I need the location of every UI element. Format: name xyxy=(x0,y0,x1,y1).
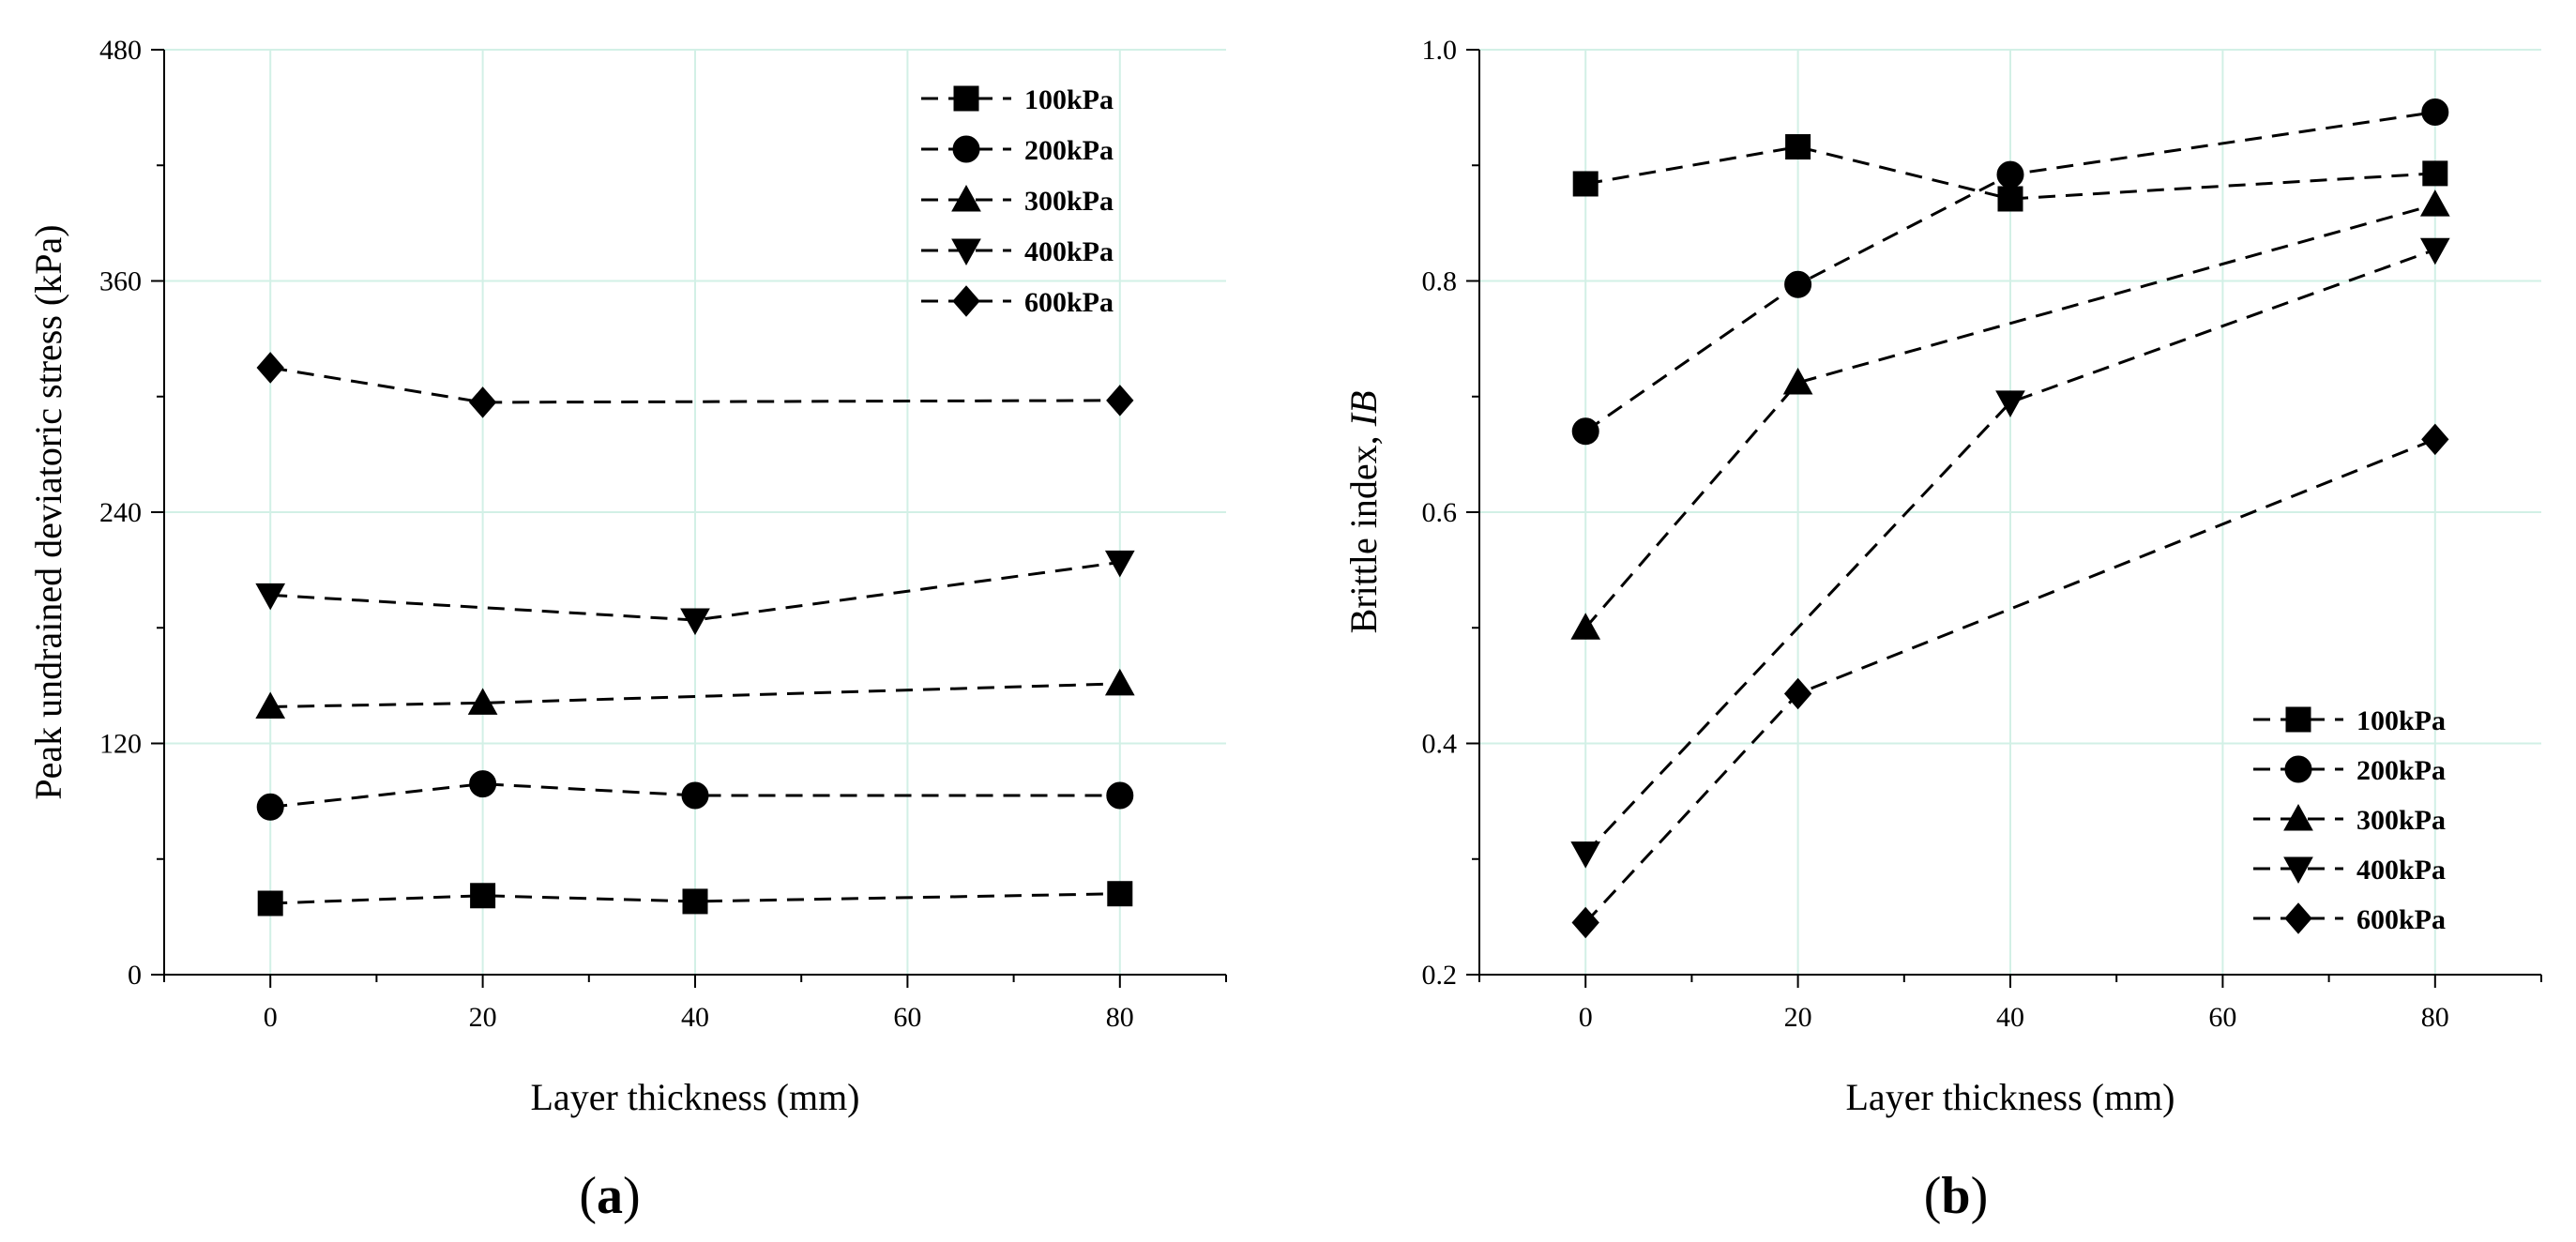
legend-marker-300kPa xyxy=(2283,803,2313,831)
data-point-100kPa xyxy=(2422,160,2448,187)
series-line-300kPa xyxy=(270,682,1120,708)
data-point-100kPa xyxy=(257,890,283,916)
data-point-100kPa xyxy=(1785,134,1811,160)
data-point-300kPa xyxy=(1782,367,1813,395)
y-tick-label: 480 xyxy=(99,35,142,66)
x-tick-label: 20 xyxy=(469,1002,497,1033)
x-tick-label: 0 xyxy=(264,1002,278,1033)
legend-label: 300kPa xyxy=(1024,186,1114,217)
data-point-300kPa xyxy=(255,691,286,719)
data-point-100kPa xyxy=(1107,881,1133,907)
data-point-100kPa xyxy=(470,883,496,909)
y-tick-label: 0 xyxy=(128,960,142,991)
legend-label: 100kPa xyxy=(2356,705,2446,736)
y-axis-title: Peak undrained deviatoric stress (kPa) xyxy=(27,224,69,799)
x-tick-label: 20 xyxy=(1784,1002,1812,1033)
data-point-300kPa xyxy=(467,688,498,715)
legend-marker-300kPa xyxy=(951,184,981,212)
legend-marker-400kPa xyxy=(2283,856,2313,885)
legend-label: 200kPa xyxy=(2356,755,2446,786)
data-point-100kPa xyxy=(1997,186,2023,212)
data-point-400kPa xyxy=(255,583,286,611)
x-axis-title: Layer thickness (mm) xyxy=(531,1076,860,1118)
legend-marker-100kPa xyxy=(953,85,979,112)
data-point-200kPa xyxy=(1784,270,1812,298)
y-tick-label: 360 xyxy=(99,266,142,297)
y-tick-label: 0.8 xyxy=(1422,266,1458,297)
data-point-100kPa xyxy=(1572,171,1599,197)
data-point-200kPa xyxy=(256,793,284,821)
data-point-200kPa xyxy=(1996,160,2024,189)
legend-label: 300kPa xyxy=(2356,805,2446,836)
data-point-200kPa xyxy=(469,770,497,798)
panel-label: (b) xyxy=(1924,1167,1988,1225)
legend-marker-100kPa xyxy=(2285,706,2311,733)
data-point-300kPa xyxy=(2419,189,2450,217)
chart-panel-a: 0 20 40 60 80 0 120 240 360 480 Layer thickness (m… xyxy=(27,35,1227,1225)
series-line-300kPa xyxy=(1584,203,2436,629)
data-point-600kPa xyxy=(1106,385,1134,417)
data-point-300kPa xyxy=(1104,668,1135,696)
y-tick-label: 1.0 xyxy=(1422,35,1458,66)
x-tick-label: 40 xyxy=(1996,1002,2024,1033)
x-tick-label: 80 xyxy=(2421,1002,2449,1033)
data-point-100kPa xyxy=(682,888,708,915)
y-tick-label: 240 xyxy=(99,497,142,528)
data-point-200kPa xyxy=(1571,417,1599,446)
data-point-400kPa xyxy=(1104,550,1135,578)
data-point-600kPa xyxy=(468,386,497,418)
chart-panel-b: 0 20 40 60 80 0.2 0.4 0.6 0.8 1.0 Layer thickness … xyxy=(1342,35,2542,1225)
x-tick-label: 0 xyxy=(1579,1002,1593,1033)
x-tick-label: 40 xyxy=(681,1002,709,1033)
y-tick-label: 0.4 xyxy=(1422,729,1458,760)
series-line-400kPa xyxy=(1584,248,2436,855)
series-line-200kPa xyxy=(1584,111,2436,432)
y-tick-label: 120 xyxy=(99,729,142,760)
legend-marker-400kPa xyxy=(951,238,981,266)
legend-marker-200kPa xyxy=(952,135,980,163)
data-point-400kPa xyxy=(1570,841,1601,869)
x-tick-label: 80 xyxy=(1106,1002,1134,1033)
series-line-400kPa xyxy=(270,560,1121,622)
legend-marker-600kPa xyxy=(2284,902,2312,934)
legend-label: 600kPa xyxy=(1024,287,1114,318)
data-point-300kPa xyxy=(1570,613,1601,640)
legend-label: 100kPa xyxy=(1024,84,1114,115)
series-line-600kPa xyxy=(269,366,1120,404)
x-axis-title: Layer thickness (mm) xyxy=(1846,1076,2175,1118)
data-point-400kPa xyxy=(2419,237,2450,265)
legend-label: 400kPa xyxy=(2356,855,2446,886)
y-tick-label: 0.2 xyxy=(1422,960,1458,991)
data-point-200kPa xyxy=(681,781,709,810)
data-point-600kPa xyxy=(256,352,284,384)
data-point-600kPa xyxy=(1783,677,1812,710)
legend-label: 400kPa xyxy=(1024,236,1114,267)
data-point-600kPa xyxy=(1571,906,1599,939)
legend-marker-600kPa xyxy=(952,285,980,317)
x-tick-label: 60 xyxy=(893,1002,921,1033)
legend-marker-200kPa xyxy=(2284,755,2312,783)
data-point-600kPa xyxy=(2421,423,2449,456)
series-line-100kPa xyxy=(270,892,1120,905)
y-tick-label: 0.6 xyxy=(1422,497,1458,528)
data-point-400kPa xyxy=(680,608,710,636)
data-point-400kPa xyxy=(1995,390,2025,417)
legend-label: 200kPa xyxy=(1024,135,1114,166)
series-line-200kPa xyxy=(270,782,1120,809)
data-point-200kPa xyxy=(2421,98,2449,127)
y-axis-title-italic: IB xyxy=(1342,391,1385,428)
data-point-200kPa xyxy=(1106,781,1134,810)
legend-label: 600kPa xyxy=(2356,904,2446,935)
x-tick-label: 60 xyxy=(2208,1002,2236,1033)
panel-label: (a) xyxy=(579,1167,640,1225)
y-axis-title: Brittle index, IB xyxy=(1342,391,1385,634)
